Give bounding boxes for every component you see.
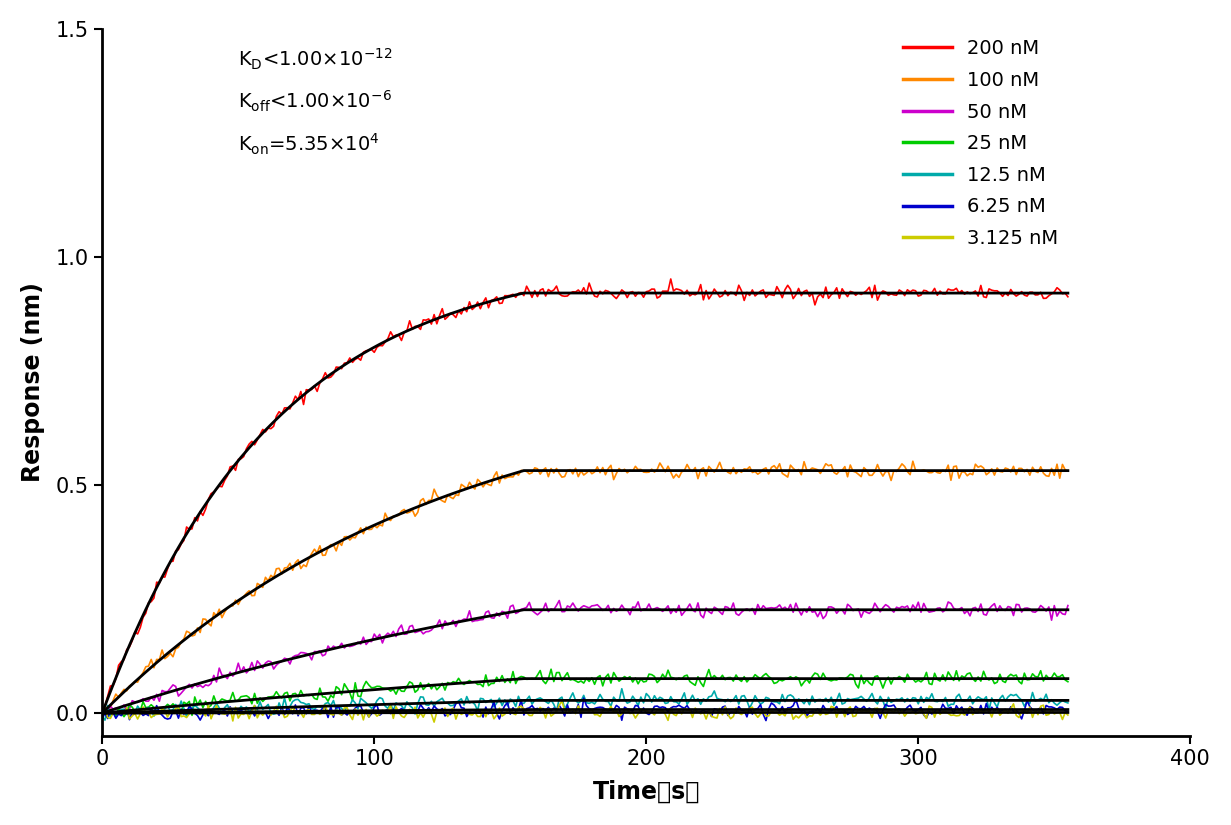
Text: $\mathrm{K_D}$<1.00×10$^{-12}$: $\mathrm{K_D}$<1.00×10$^{-12}$ bbox=[239, 46, 393, 72]
Text: $\mathrm{K_{off}}$<1.00×10$^{-6}$: $\mathrm{K_{off}}$<1.00×10$^{-6}$ bbox=[239, 89, 393, 114]
Text: $\mathrm{K_{on}}$=5.35×10$^{4}$: $\mathrm{K_{on}}$=5.35×10$^{4}$ bbox=[239, 131, 379, 157]
Y-axis label: Response (nm): Response (nm) bbox=[21, 282, 44, 483]
Legend: 200 nM, 100 nM, 50 nM, 25 nM, 12.5 nM, 6.25 nM, 3.125 nM: 200 nM, 100 nM, 50 nM, 25 nM, 12.5 nM, 6… bbox=[895, 31, 1066, 256]
X-axis label: Time（s）: Time（s） bbox=[592, 780, 700, 804]
